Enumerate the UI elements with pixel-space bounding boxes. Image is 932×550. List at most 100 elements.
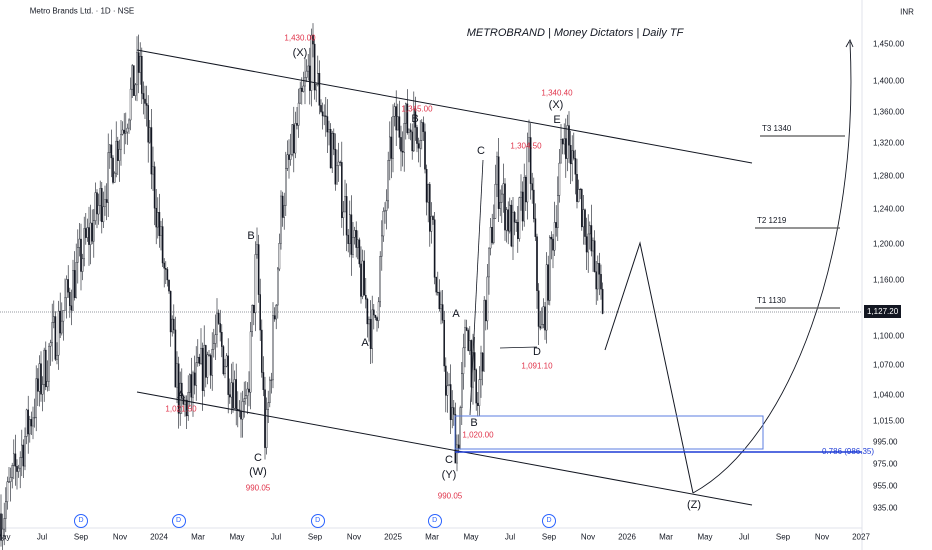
candle-body [565,138,567,159]
candle-body [278,243,281,270]
candle-body [108,144,111,153]
candle-body [337,161,340,166]
candle-body [389,136,391,161]
dividend-marker-icon[interactable]: D [74,514,88,528]
price-tick-label: 995.00 [873,437,898,447]
candle-body [405,103,407,124]
time-tick-label: Jul [36,532,48,542]
price-tick-label: 1,360.00 [873,107,905,117]
candle-body [150,127,153,175]
channel-lower-trendline[interactable] [136,391,753,506]
candle-body [265,409,268,448]
candle-body [374,314,377,318]
price-tick-label: 955.00 [873,481,898,491]
price-tick-label: 1,240.00 [873,204,905,214]
candle-body [401,151,404,153]
candle-body [408,129,410,133]
candle-body [597,263,599,290]
candle-body [195,362,198,386]
candle-body [353,230,356,238]
candle-body [510,204,513,247]
time-tick-label: Sep [775,532,791,542]
candle-body [395,106,398,131]
wave-b-c-line [469,159,484,416]
candle-body [8,481,10,483]
candle-body [397,116,399,131]
target-t1-label: T1 1130 [757,296,786,305]
dividend-marker-icon[interactable]: D [171,514,186,528]
demand-zone-box[interactable] [454,415,764,450]
wave-label: D [533,346,541,358]
dividend-marker-icon[interactable]: D [310,514,325,528]
candle-body [91,222,93,242]
dividend-marker-icon[interactable]: D [542,514,556,528]
candle-body [349,214,351,244]
time-tick-label: 2027 [852,532,870,542]
dividend-marker-icon[interactable]: D [427,514,442,528]
candle-body [576,174,578,202]
candle-body [94,192,97,221]
candle-body [459,407,462,450]
candle-body [453,407,455,415]
candle-body [283,205,286,218]
chart-title: METROBRAND | Money Dictators | Daily TF [466,27,684,39]
candle-body [531,183,533,191]
price-tick-label: 1,450.00 [873,39,905,49]
candle-body [206,354,209,378]
candle-body [168,279,170,292]
candle-body [144,98,146,104]
target-t3-label: T3 1340 [762,124,792,133]
candle-body [19,457,22,469]
candle-body [203,345,206,391]
candle-body [342,211,345,218]
candle-body [155,207,158,228]
candle-body [509,204,511,232]
projection-arc[interactable] [692,41,852,494]
channel-upper-trendline[interactable] [136,49,753,164]
candle-body [347,234,350,244]
candle-body [204,345,207,378]
candle-body [115,140,117,174]
wave-label: (X) [292,47,308,59]
candle-body [393,106,396,117]
target-t2-label: T2 1219 [757,216,787,225]
time-tick-label: Mar [425,532,439,542]
wave-label: B [247,230,255,242]
time-tick-label: May [0,532,11,542]
price-label: 1,430.00 [284,33,316,43]
candle-body [88,227,90,245]
candle-body [192,372,194,398]
candle-body [240,410,242,420]
candle-body [587,233,589,253]
candle-body [72,270,74,311]
candle-body [232,382,234,409]
candle-body [456,444,458,464]
candle-body [12,453,15,466]
candle-body [390,136,393,159]
candle-body [267,402,270,410]
candle-body [289,153,292,160]
candle-body [419,140,422,149]
candle-body [78,238,81,248]
time-tick-label: Jul [270,532,282,542]
candle-body [252,305,255,314]
wave-label: C [254,452,262,464]
candle-body [96,192,98,215]
candle-body [525,177,527,203]
projection-path[interactable] [604,241,694,494]
candle-body [166,269,169,281]
wave-label: (X) [548,99,564,111]
candle-body [259,294,262,331]
candle-body [99,188,101,206]
price-label: 1,091.10 [521,361,553,371]
candle-body [345,196,348,236]
candle-body [164,268,167,270]
wave-label: A [452,308,460,320]
candle-body [126,127,129,133]
candle-body [64,297,66,311]
candle-body [539,326,541,329]
candle-body [598,263,601,275]
price-label: 1,020.00 [462,430,494,440]
candle-body [445,365,447,396]
